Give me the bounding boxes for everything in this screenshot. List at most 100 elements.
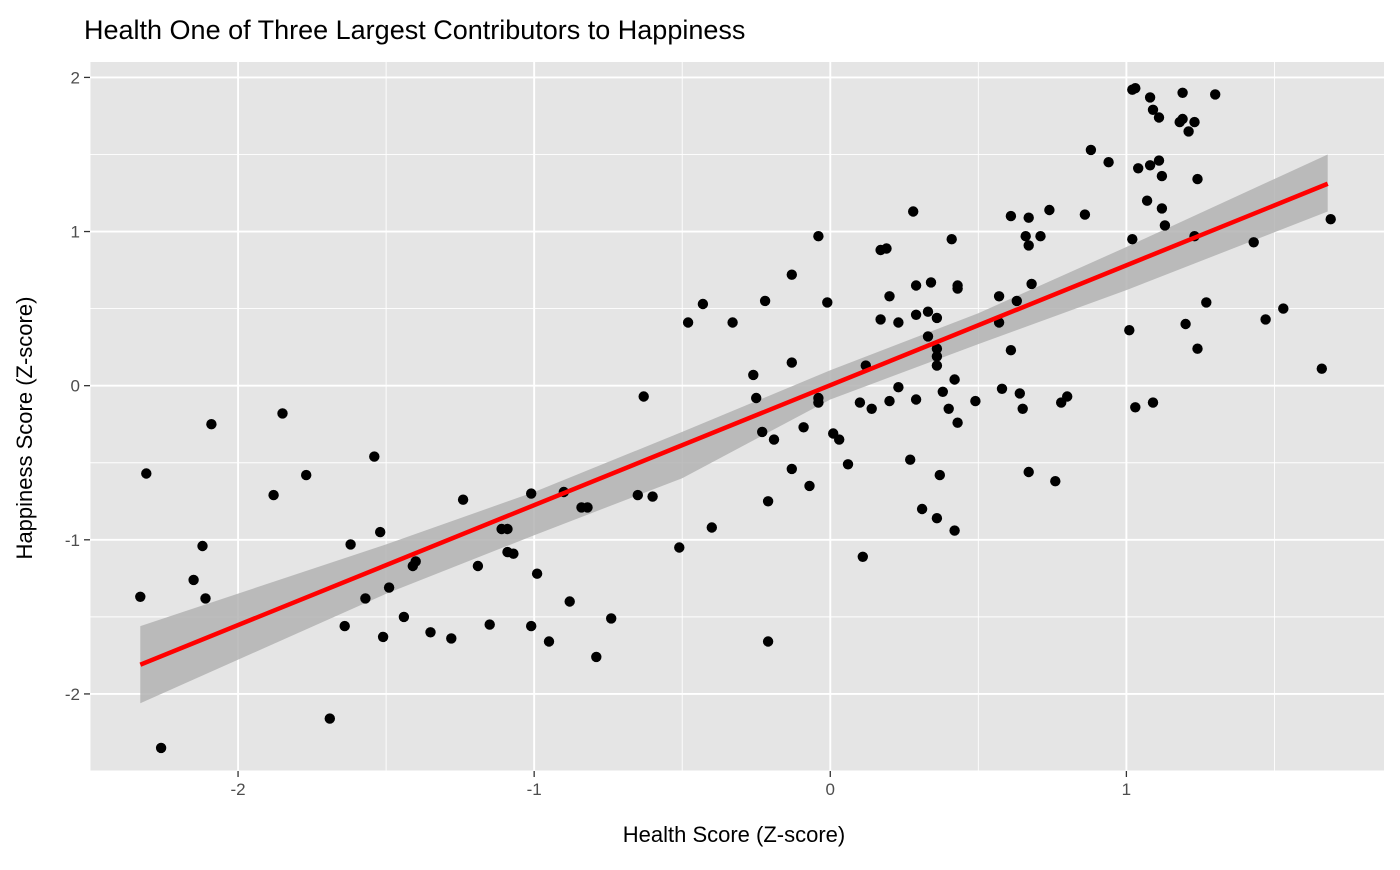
data-point xyxy=(1141,195,1153,206)
data-point xyxy=(970,395,981,407)
data-point xyxy=(786,357,797,368)
y-tick-label: 2 xyxy=(71,68,80,87)
y-tick-labels: -2 -1 0 1 2 xyxy=(65,68,80,704)
data-point xyxy=(1316,363,1328,374)
data-point xyxy=(866,403,877,414)
data-point xyxy=(922,331,934,342)
data-point xyxy=(949,525,960,536)
data-point xyxy=(748,369,759,381)
data-point xyxy=(383,582,395,593)
data-point xyxy=(324,713,335,724)
data-point xyxy=(632,489,643,501)
data-point xyxy=(905,454,916,465)
data-point xyxy=(813,231,824,242)
data-point xyxy=(762,636,774,647)
data-point xyxy=(369,451,380,462)
data-point xyxy=(141,468,152,479)
data-point xyxy=(993,291,1005,302)
data-point xyxy=(682,317,694,328)
data-point xyxy=(135,591,146,602)
data-point xyxy=(1005,345,1017,356)
data-point xyxy=(1020,231,1031,242)
data-point xyxy=(857,551,868,562)
data-point xyxy=(1005,210,1017,222)
data-point xyxy=(268,489,279,501)
data-point xyxy=(638,391,649,402)
x-axis-title: Health Score (Z-score) xyxy=(623,822,846,847)
data-point xyxy=(751,392,762,404)
data-point xyxy=(446,633,457,644)
data-point xyxy=(1183,126,1194,137)
data-point xyxy=(875,314,886,325)
data-point xyxy=(375,526,386,538)
chart-title: Health One of Three Largest Contributors… xyxy=(84,15,745,45)
data-point xyxy=(706,522,717,533)
data-point xyxy=(1177,87,1188,99)
data-point xyxy=(502,523,513,535)
data-point xyxy=(1144,160,1156,171)
data-point xyxy=(1124,325,1135,336)
data-point xyxy=(804,480,815,492)
data-point xyxy=(910,394,922,405)
data-point xyxy=(1017,403,1028,414)
minor-gridlines xyxy=(89,62,1384,772)
data-point xyxy=(996,383,1008,394)
x-tick-labels: -2 -1 0 1 xyxy=(230,780,1131,799)
y-tick-label: -2 xyxy=(65,685,80,704)
y-tick-label: -1 xyxy=(65,531,80,550)
data-point xyxy=(526,488,537,499)
data-point xyxy=(301,469,312,481)
data-point xyxy=(1023,466,1034,478)
data-point xyxy=(508,548,519,559)
data-point xyxy=(1248,237,1259,248)
data-point xyxy=(1035,231,1046,242)
data-point xyxy=(1133,163,1144,174)
data-point xyxy=(893,382,904,393)
data-point xyxy=(934,469,945,481)
data-point xyxy=(697,298,709,310)
axis-ticks xyxy=(84,76,1128,777)
data-point xyxy=(1026,278,1037,290)
data-point xyxy=(360,593,371,604)
data-point xyxy=(1278,303,1289,314)
data-point xyxy=(1079,209,1091,220)
data-point xyxy=(943,403,954,414)
data-point xyxy=(910,280,922,291)
data-point xyxy=(768,434,780,445)
data-point xyxy=(1014,388,1025,399)
data-point xyxy=(727,317,738,328)
data-point xyxy=(946,234,957,245)
data-point xyxy=(457,494,469,505)
data-point xyxy=(931,312,943,324)
data-point xyxy=(1147,104,1159,116)
data-point xyxy=(1011,295,1022,307)
data-point xyxy=(1156,170,1168,182)
data-point xyxy=(1127,234,1138,245)
data-point xyxy=(1130,402,1141,413)
data-point xyxy=(884,395,895,407)
data-point xyxy=(916,503,928,515)
data-point xyxy=(425,627,436,638)
x-tick-label: 1 xyxy=(1122,780,1131,799)
data-point xyxy=(188,574,199,586)
data-point xyxy=(543,636,555,647)
data-point xyxy=(1180,318,1191,330)
data-point xyxy=(1144,92,1156,103)
data-point xyxy=(410,556,421,567)
confidence-band xyxy=(140,154,1328,704)
data-point xyxy=(1159,220,1171,231)
data-point xyxy=(1103,157,1114,168)
data-point xyxy=(647,491,658,502)
data-point xyxy=(155,742,167,754)
data-point xyxy=(952,417,963,428)
data-point xyxy=(1044,204,1055,216)
data-point xyxy=(813,397,824,408)
x-tick-label: 0 xyxy=(826,780,835,799)
x-tick-label: -2 xyxy=(230,780,245,799)
data-point xyxy=(472,560,484,572)
data-point xyxy=(757,426,768,438)
data-point xyxy=(931,343,943,354)
y-axis-title: Happiness Score (Z-score) xyxy=(12,297,37,560)
data-point xyxy=(842,459,854,470)
